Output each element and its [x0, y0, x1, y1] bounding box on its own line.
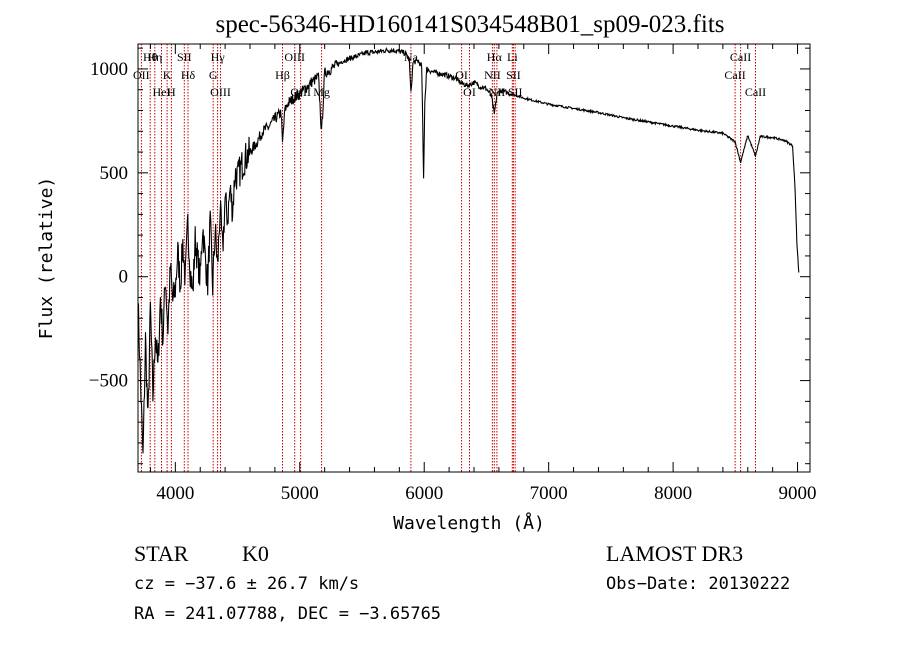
- axis-ticks: [138, 44, 810, 472]
- line-label-11: OIII: [290, 85, 311, 99]
- y-tick-label: 500: [100, 163, 129, 184]
- line-label-23: SII: [508, 85, 523, 99]
- line-label-24: CaII: [730, 50, 751, 64]
- x-axis-label: Wavelength (Å): [393, 512, 545, 534]
- line-label-15: Na: [404, 50, 419, 64]
- line-label-21: Li: [507, 50, 518, 64]
- y-tick-label: −500: [89, 371, 128, 392]
- y-tick-label: 1000: [90, 59, 128, 80]
- y-axis-label: Flux (relative): [36, 177, 57, 340]
- line-label-5: H: [167, 85, 176, 99]
- line-label-22: NII: [484, 68, 501, 82]
- line-markers: [140, 44, 756, 472]
- sky-coordinates: RA = 241.07788, DEC = −3.65765: [134, 604, 441, 624]
- line-label-9: Hγ: [211, 50, 226, 64]
- line-label-20: NII: [489, 85, 506, 99]
- x-tick-label: 8000: [654, 483, 692, 504]
- redshift-velocity: cz = −37.6 ± 26.7 km/s: [134, 574, 359, 594]
- axis-tick-labels: 4000 5000 6000 7000 8000 9000 −500 0 500 1000: [89, 59, 817, 504]
- line-label-7: Hδ: [181, 68, 196, 82]
- line-label-17: OI: [463, 85, 476, 99]
- line-label-10: G: [209, 68, 218, 82]
- line-label-6: SII: [177, 50, 192, 64]
- plot-frame: [137, 43, 811, 473]
- line-label-14: Mg: [313, 85, 330, 99]
- object-class: STAR: [134, 541, 189, 566]
- spectrum-line: [137, 46, 800, 454]
- line-label-4: K: [163, 68, 172, 82]
- spectrum-series: [137, 46, 800, 454]
- survey-name: LAMOST DR3: [606, 541, 743, 566]
- line-label-19: SII: [506, 68, 521, 82]
- y-tick-label: 0: [119, 267, 129, 288]
- line-label-3: Hη: [147, 50, 162, 64]
- spectral-line-labels: HθOIIHeIHηKHSIIHδOIIIHγGOIIIOIIIHβMgNaOI…: [133, 50, 766, 99]
- line-label-25: CaII: [724, 68, 745, 82]
- x-tick-label: 9000: [779, 483, 817, 504]
- line-label-2: HeI: [153, 85, 171, 99]
- observation-date: Obs−Date: 20130222: [606, 574, 790, 594]
- object-subclass: K0: [242, 541, 269, 566]
- x-tick-label: 4000: [156, 483, 194, 504]
- line-label-18: Hα: [487, 50, 503, 64]
- line-label-16: OI: [455, 68, 468, 82]
- x-tick-label: 7000: [530, 483, 568, 504]
- line-label-12: OIII: [284, 50, 305, 64]
- x-tick-label: 6000: [405, 483, 443, 504]
- line-label-13: Hβ: [275, 68, 290, 82]
- line-label-26: CaII: [745, 85, 766, 99]
- line-label-0: Hθ: [143, 50, 158, 64]
- line-label-1: OII: [133, 68, 150, 82]
- x-tick-label: 5000: [281, 483, 319, 504]
- line-label-8: OIII: [210, 85, 231, 99]
- chart-title: spec-56346-HD160141S034548B01_sp09-023.f…: [215, 11, 724, 38]
